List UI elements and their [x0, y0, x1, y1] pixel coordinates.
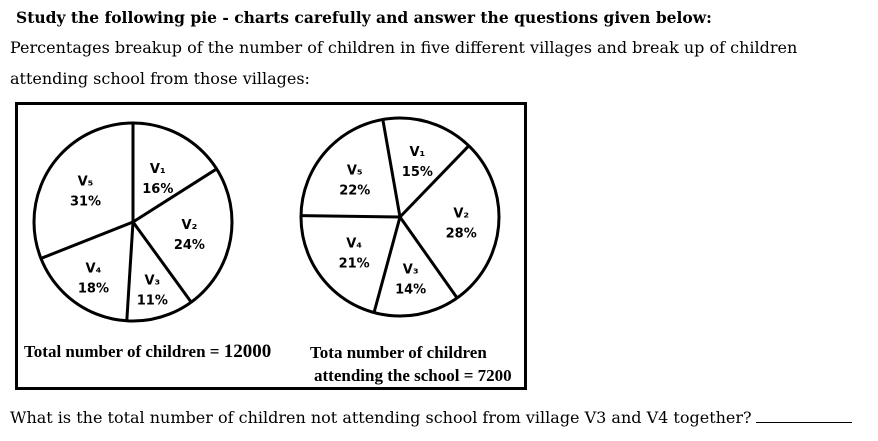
caption-attending-line-1: Tota number of children: [310, 343, 487, 362]
slice-percent-v4: 21%: [339, 257, 370, 272]
description-line-2: attending school from those villages:: [10, 69, 310, 88]
slice-name-v2: V₂: [182, 218, 198, 233]
slice-divider-v1: [381, 119, 402, 218]
slice-divider-v3: [398, 216, 459, 299]
slice-percent-v1: 15%: [402, 165, 433, 180]
slice-name-v3: V₃: [403, 262, 419, 277]
description-line-1: Percentages breakup of the number of chi…: [10, 38, 798, 57]
caption-total-text: Total number of children =: [24, 342, 224, 361]
question-body: What is the total number of children not…: [10, 408, 752, 427]
slice-percent-v5: 31%: [70, 195, 101, 210]
slice-percent-v4: 18%: [78, 281, 109, 296]
pie-charts-figure: V₁ 16% V₂ 24% V₃ 11% V₄ 18% V₅ 31% V₁ 15% V₂ 28% V₃ 14…: [15, 102, 527, 390]
slice-divider-v4: [125, 221, 135, 321]
slice-divider-v2: [398, 144, 470, 219]
slice-percent-v3: 14%: [395, 282, 426, 297]
instruction-heading: Study the following pie - charts careful…: [16, 8, 712, 27]
slice-name-v4: V₄: [346, 237, 362, 252]
slice-divider-v5: [300, 214, 401, 219]
slice-name-v5: V₅: [78, 175, 94, 190]
pie-chart-attending-school: V₁ 15% V₂ 28% V₃ 14% V₄ 21% V₅ 22%: [299, 116, 501, 318]
slice-name-v1: V₁: [409, 145, 425, 160]
answer-blank[interactable]: [755, 408, 852, 423]
caption-total-value: 12000: [223, 341, 272, 362]
slice-name-v5: V₅: [347, 164, 363, 179]
slice-divider-v5: [40, 220, 134, 260]
slice-divider-v4: [372, 216, 402, 313]
slice-percent-v5: 22%: [339, 184, 370, 199]
slice-name-v2: V₂: [453, 207, 469, 222]
slice-percent-v2: 24%: [174, 238, 205, 253]
slice-divider-v3: [131, 221, 193, 303]
slice-divider-v2: [132, 167, 218, 224]
pie-chart-total-children: V₁ 16% V₂ 24% V₃ 11% V₄ 18% V₅ 31%: [32, 121, 234, 323]
caption-attending-line-2: attending the school = 7200: [314, 366, 512, 385]
slice-percent-v3: 11%: [137, 294, 168, 309]
slice-percent-v1: 16%: [142, 182, 173, 197]
pie-charts-svg: V₁ 16% V₂ 24% V₃ 11% V₄ 18% V₅ 31% V₁ 15% V₂ 28% V₃ 14…: [32, 116, 501, 323]
caption-total-children: Total number of children = 12000: [24, 341, 271, 363]
slice-name-v4: V₄: [86, 261, 102, 276]
slice-percent-v2: 28%: [446, 227, 477, 242]
slice-name-v1: V₁: [150, 162, 166, 177]
question-text: What is the total number of children not…: [10, 408, 852, 427]
slice-name-v3: V₃: [144, 274, 160, 289]
